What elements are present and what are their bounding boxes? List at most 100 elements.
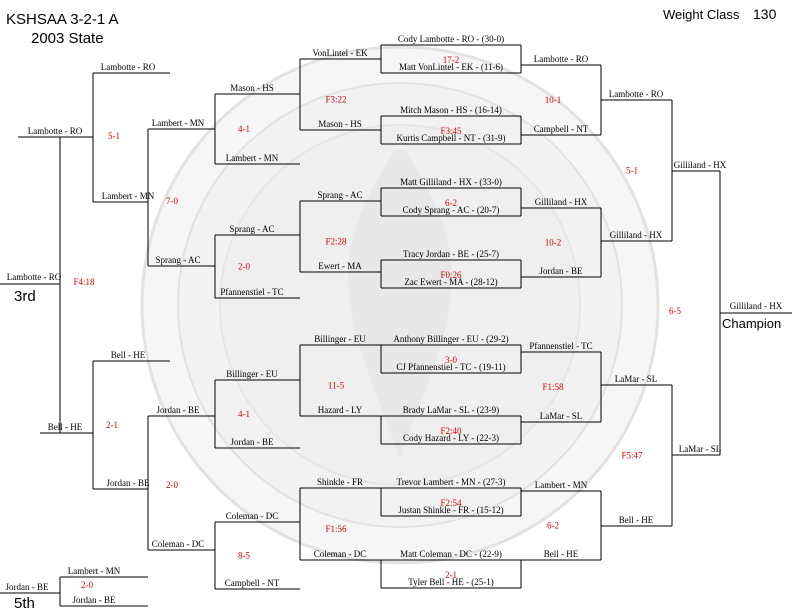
- consolation-r3-name: Jordan - BE: [157, 405, 200, 415]
- quarterfinal-score: 10-2: [545, 238, 562, 248]
- consolation-r2-score: 4-1: [238, 124, 250, 134]
- third-place-score: F4:18: [73, 277, 95, 287]
- consolation-r1-name: Hazard - LY: [318, 405, 363, 415]
- page-subtitle: 2003 State: [31, 30, 104, 47]
- consolation-r1-name: VonLintel - EK: [312, 48, 368, 58]
- consolation-r4-score: 2-1: [106, 420, 118, 430]
- fifth-place-score: 2-0: [81, 580, 93, 590]
- first-round-score: 6-2: [445, 198, 457, 208]
- quarterfinal-name: LaMar - SL: [540, 411, 583, 421]
- fifth-place-name: Jordan - BE: [6, 582, 49, 592]
- consolation-r1-name: Shinkle - FR: [317, 477, 363, 487]
- consolation-r2-name: Campbell - NT: [225, 578, 280, 588]
- seed-name-8: Zac Ewert - MA - (28-12): [404, 277, 497, 287]
- first-round-score: 2-1: [445, 570, 457, 580]
- consolation-r1-score: F3:22: [325, 95, 346, 105]
- semifinal-score: F5:47: [621, 451, 643, 461]
- weight-class-label: Weight Class: [663, 7, 740, 22]
- consolation-r3-name: Coleman - DC: [152, 539, 205, 549]
- seed-name-1: Cody Lambotte - RO - (30-0): [398, 34, 504, 44]
- seed-name-14: Justan Shinkle - FR - (15-12): [398, 505, 503, 515]
- quarterfinal-name: Lambert - MN: [535, 480, 588, 490]
- consolation-r2-name: Pfannenstiel - TC: [220, 287, 283, 297]
- first-round-score: F3:45: [440, 126, 462, 136]
- quarterfinal-name: Bell - HE: [544, 549, 579, 559]
- seed-name-2: Matt VonLintel - EK - (11-6): [399, 62, 503, 72]
- seed-name-12: Cody Hazard - LY - (22-3): [403, 433, 499, 443]
- final-score: 6-5: [669, 306, 681, 316]
- consolation-r4-score: 5-1: [108, 131, 120, 141]
- seed-name-4: Kurtis Campbell - NT - (31-9): [396, 133, 505, 143]
- fifth-place-label: 5th: [14, 595, 35, 612]
- consolation-r2-name: Sprang - AC: [230, 224, 275, 234]
- consolation-r2-score: 8-5: [238, 551, 250, 561]
- first-round-score: F2:40: [440, 426, 462, 436]
- semifinal-name: Gilliland - HX: [610, 230, 663, 240]
- first-round-score: 17-2: [443, 55, 460, 65]
- consolation-r1-name: Billinger - EU: [314, 334, 366, 344]
- quarterfinal-name: Gilliland - HX: [535, 197, 588, 207]
- seed-name-13: Trevor Lambert - MN - (27-3): [397, 477, 506, 487]
- consolation-r1-score: F1:56: [325, 524, 347, 534]
- third-place-name: Lambotte - RO: [7, 272, 62, 282]
- champion-name: Gilliland - HX: [730, 301, 783, 311]
- consolation-r2-name: Billinger - EU: [226, 369, 278, 379]
- final-name: Gilliland - HX: [674, 160, 727, 170]
- seed-name-7: Tracy Jordan - BE - (25-7): [403, 249, 499, 259]
- consolation-r3-name: Sprang - AC: [156, 255, 201, 265]
- consolation-r5-name: Bell - HE: [48, 422, 83, 432]
- consolation-r1-name: Coleman - DC: [314, 549, 367, 559]
- fifth-place-match-name: Jordan - BE: [73, 595, 116, 605]
- quarterfinal-score: 10-1: [545, 95, 562, 105]
- quarterfinal-name: Lambotte - RO: [534, 54, 589, 64]
- quarterfinal-score: F1:58: [542, 382, 564, 392]
- semifinal-name: LaMar - SL: [615, 374, 658, 384]
- consolation-r1-name: Ewert - MA: [318, 261, 362, 271]
- consolation-r2-score: 2-0: [238, 262, 250, 272]
- consolation-r2-score: 4-1: [238, 409, 250, 419]
- consolation-r4-name: Lambotte - RO: [101, 62, 156, 72]
- bracket-labels: Cody Lambotte - RO - (30-0) Matt VonLinte…: [6, 34, 783, 605]
- first-round-score: 3-0: [445, 355, 457, 365]
- final-name: LaMar - SL: [679, 444, 722, 454]
- consolation-r2-name: Jordan - BE: [231, 437, 274, 447]
- consolation-r1-name: Mason - HS: [318, 119, 362, 129]
- consolation-r2-name: Lambert - MN: [226, 153, 279, 163]
- page-title: KSHSAA 3-2-1 A: [6, 11, 119, 28]
- consolation-r2-name: Mason - HS: [230, 83, 274, 93]
- seed-name-9: Anthony Billinger - EU - (29-2): [393, 334, 508, 344]
- consolation-r3-score: 7-0: [166, 196, 178, 206]
- seed-name-11: Brady LaMar - SL - (23-9): [403, 405, 499, 415]
- semifinal-name: Bell - HE: [619, 515, 654, 525]
- consolation-r4-name: Jordan - BE: [107, 478, 150, 488]
- first-round-score: F2:54: [440, 498, 462, 508]
- seed-name-16: Tyler Bell - HE - (25-1): [408, 577, 494, 587]
- consolation-r2-name: Coleman - DC: [226, 511, 279, 521]
- fifth-place-match-name: Lambert - MN: [68, 566, 121, 576]
- semifinal-score: 5-1: [626, 166, 638, 176]
- weight-class-value: 130: [753, 6, 777, 22]
- quarterfinal-name: Campbell - NT: [534, 124, 589, 134]
- consolation-r1-score: 11-5: [328, 381, 345, 391]
- consolation-r4-name: Lambert - MN: [102, 191, 155, 201]
- quarterfinal-name: Jordan - BE: [540, 266, 583, 276]
- consolation-r1-score: F2:28: [325, 237, 347, 247]
- consolation-r3-score: 2-0: [166, 480, 178, 490]
- consolation-r1-name: Sprang - AC: [318, 190, 363, 200]
- quarterfinal-name: Pfannenstiel - TC: [529, 341, 592, 351]
- quarterfinal-score: 6-2: [547, 521, 559, 531]
- seed-name-5: Matt Gilliland - HX - (33-0): [400, 177, 502, 187]
- consolation-r4-name: Bell - HE: [111, 350, 146, 360]
- first-round-score: F0:26: [440, 270, 462, 280]
- seed-name-15: Matt Coleman - DC - (22-9): [400, 549, 502, 559]
- consolation-r5-name: Lambotte - RO: [28, 126, 83, 136]
- consolation-r3-name: Lambert - MN: [152, 118, 205, 128]
- third-place-label: 3rd: [14, 288, 36, 305]
- seed-name-6: Cody Sprang - AC - (20-7): [403, 205, 500, 215]
- champion-label: Champion: [722, 316, 782, 331]
- seed-name-10: CJ Pfannenstiel - TC - (19-11): [396, 362, 505, 372]
- bracket-lines: [0, 44, 792, 607]
- semifinal-name: Lambotte - RO: [609, 89, 664, 99]
- seed-name-3: Mitch Mason - HS - (16-14): [400, 105, 502, 115]
